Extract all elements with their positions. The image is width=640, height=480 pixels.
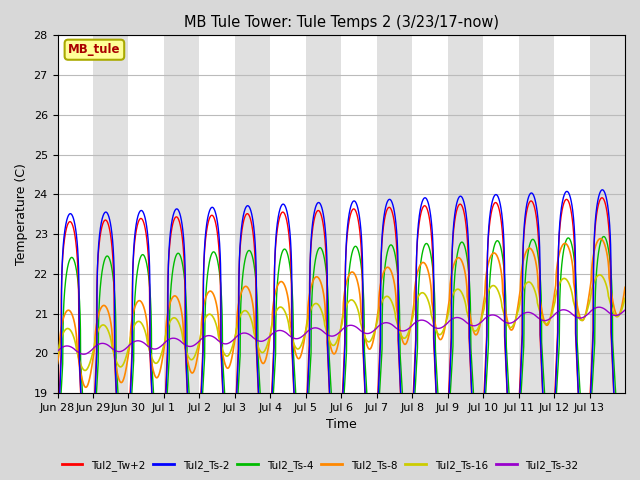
Bar: [93, 36, 129, 393]
Legend: Tul2_Tw+2, Tul2_Ts-2, Tul2_Ts-4, Tul2_Ts-8, Tul2_Ts-16, Tul2_Ts-32: Tul2_Tw+2, Tul2_Ts-2, Tul2_Ts-4, Tul2_Ts…: [58, 456, 582, 475]
Bar: [554, 36, 589, 393]
Text: MB_tule: MB_tule: [68, 43, 121, 56]
Bar: [235, 36, 270, 393]
Title: MB Tule Tower: Tule Temps 2 (3/23/17-now): MB Tule Tower: Tule Temps 2 (3/23/17-now…: [184, 15, 499, 30]
Bar: [200, 36, 235, 393]
Bar: [589, 36, 625, 393]
Bar: [164, 36, 200, 393]
Bar: [447, 36, 483, 393]
X-axis label: Time: Time: [326, 419, 356, 432]
Bar: [483, 36, 518, 393]
Bar: [377, 36, 412, 393]
Y-axis label: Temperature (C): Temperature (C): [15, 163, 28, 265]
Bar: [270, 36, 306, 393]
Bar: [412, 36, 447, 393]
Bar: [129, 36, 164, 393]
Bar: [341, 36, 377, 393]
Bar: [518, 36, 554, 393]
Bar: [306, 36, 341, 393]
Bar: [58, 36, 93, 393]
